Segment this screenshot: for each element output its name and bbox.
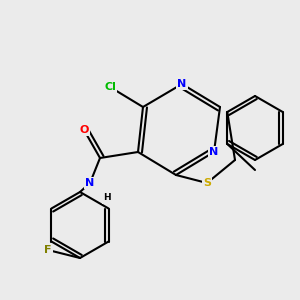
Text: O: O: [79, 125, 89, 135]
Text: Cl: Cl: [104, 82, 116, 92]
Text: S: S: [203, 178, 211, 188]
Text: N: N: [209, 147, 219, 157]
Text: N: N: [85, 178, 94, 188]
Text: N: N: [177, 79, 187, 89]
Text: H: H: [103, 194, 111, 202]
Text: F: F: [44, 245, 52, 255]
